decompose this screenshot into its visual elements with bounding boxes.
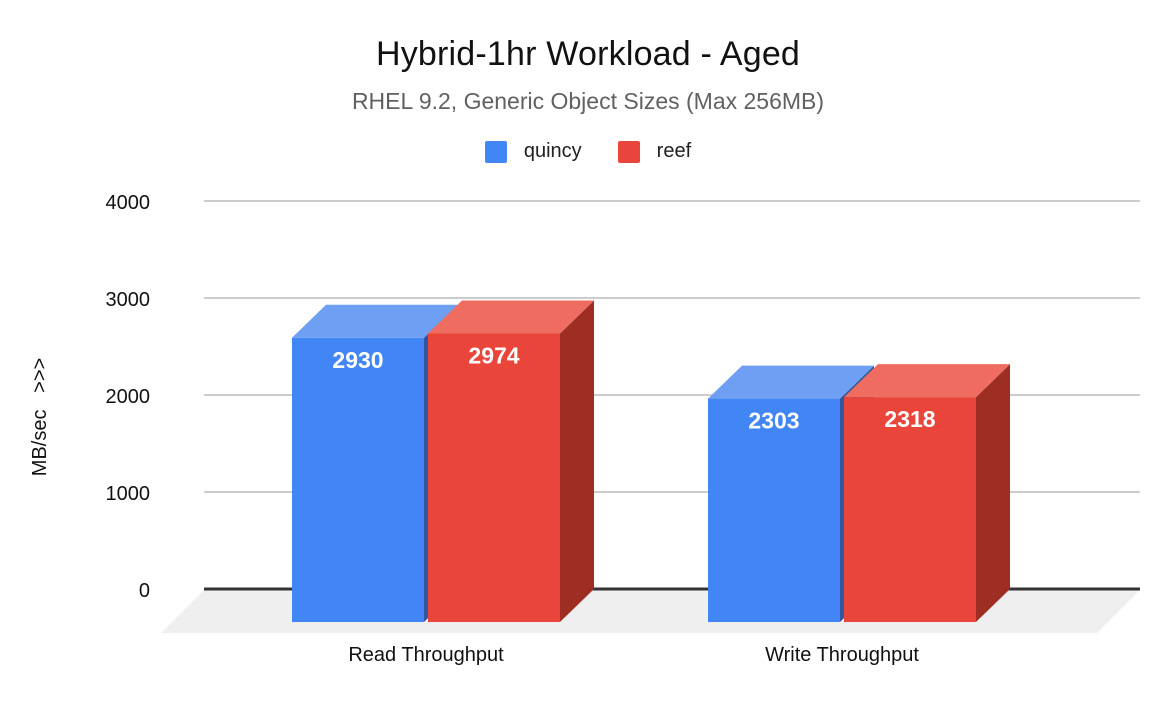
legend-label-reef: reef (656, 140, 692, 162)
bar-side-reef-write-throughput (976, 364, 1010, 622)
bar-value-quincy-write-throughput: 2303 (748, 408, 799, 434)
x-axis-label-write-throughput: Write Throughput (765, 644, 919, 666)
bar-top-reef-write-throughput (844, 364, 1010, 398)
legend: quincy reef (0, 140, 1176, 163)
legend-label-quincy: quincy (523, 140, 582, 162)
bar-reef-write-throughput (844, 397, 976, 622)
y-tick-label-4000: 4000 (106, 192, 151, 214)
legend-swatch-reef-icon (617, 140, 640, 163)
legend-item-quincy: quincy (484, 140, 582, 163)
y-axis-title: MB/sec >>> (29, 358, 51, 476)
legend-swatch-quincy-icon (484, 140, 507, 163)
y-tick-label-3000: 3000 (106, 289, 151, 311)
x-axis-label-read-throughput: Read Throughput (348, 644, 504, 666)
bar-top-reef-read-throughput (428, 300, 594, 334)
bar-reef-read-throughput (428, 333, 560, 622)
bar-quincy-read-throughput (292, 337, 424, 622)
legend-item-reef: reef (617, 140, 692, 163)
bar-top-quincy-write-throughput (708, 365, 874, 399)
bar-value-reef-write-throughput: 2318 (884, 406, 935, 432)
chart-subtitle: RHEL 9.2, Generic Object Sizes (Max 256M… (351, 88, 825, 114)
bar-quincy-write-throughput (708, 398, 840, 622)
bar-side-reef-read-throughput (560, 300, 594, 622)
bar-value-reef-read-throughput: 2974 (468, 343, 519, 369)
bar-top-quincy-read-throughput (292, 304, 458, 338)
bar-value-quincy-read-throughput: 2930 (332, 347, 383, 373)
y-tick-label-0: 0 (139, 580, 150, 602)
y-tick-label-1000: 1000 (106, 483, 151, 505)
y-tick-label-2000: 2000 (106, 386, 151, 408)
chart-title: Hybrid-1hr Workload - Aged (375, 35, 801, 73)
